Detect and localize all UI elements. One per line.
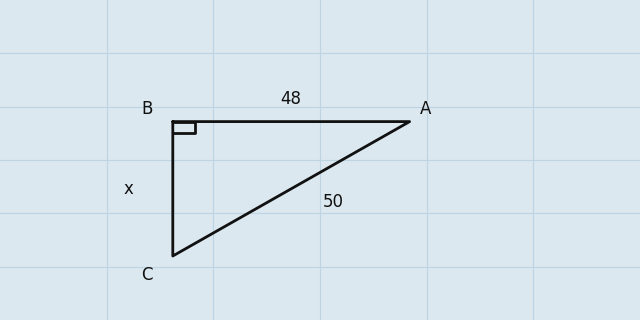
Text: x: x xyxy=(123,180,133,198)
Text: 50: 50 xyxy=(323,193,343,211)
Text: 48: 48 xyxy=(281,90,301,108)
Text: A: A xyxy=(420,100,431,118)
Text: B: B xyxy=(141,100,153,118)
Text: C: C xyxy=(141,266,153,284)
